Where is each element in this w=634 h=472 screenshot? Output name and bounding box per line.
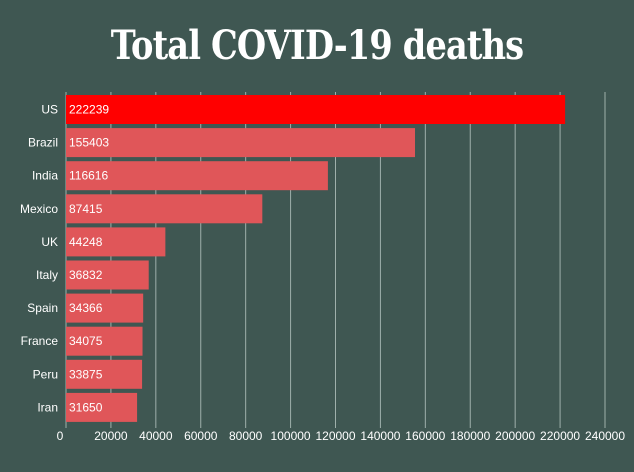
x-tick-label: 140000	[360, 429, 400, 443]
x-tick-label: 40000	[139, 429, 173, 443]
bar-peru	[66, 359, 143, 389]
category-label: Peru	[33, 367, 58, 381]
bar-us	[66, 95, 566, 124]
data-label: 34075	[69, 334, 103, 348]
bar-spain	[66, 293, 144, 323]
category-label: UK	[41, 235, 58, 249]
bar-italy	[66, 260, 149, 290]
data-label: 222239	[69, 103, 109, 117]
x-tick-label: 20000	[94, 429, 128, 443]
data-label: 87415	[69, 202, 103, 216]
data-label: 36832	[69, 268, 103, 282]
x-tick-label: 80000	[229, 429, 263, 443]
category-label: US	[41, 103, 58, 117]
data-label: 33875	[69, 367, 103, 381]
category-label: India	[32, 169, 58, 183]
x-tick-label: 220000	[540, 429, 580, 443]
data-label: 155403	[69, 136, 109, 150]
bar-iran	[66, 392, 138, 422]
data-label: 31650	[69, 400, 103, 414]
chart-title: Total COVID-19 deaths	[110, 22, 524, 69]
category-label: Brazil	[28, 136, 58, 150]
data-label: 44248	[69, 235, 103, 249]
x-tick-label: 200000	[495, 429, 535, 443]
x-tick-label: 0	[57, 429, 64, 443]
bar-mexico	[66, 194, 263, 224]
bar-france	[66, 326, 143, 356]
data-label: 34366	[69, 301, 103, 315]
x-tick-label: 180000	[450, 429, 490, 443]
bar-brazil	[66, 128, 416, 158]
data-label: 116616	[69, 169, 108, 183]
x-tick-label: 120000	[315, 429, 355, 443]
x-tick-label: 60000	[184, 429, 218, 443]
x-tick-label: 160000	[405, 429, 445, 443]
x-tick-label: 240000	[585, 429, 625, 443]
category-label: France	[21, 334, 59, 348]
category-label: Iran	[37, 400, 58, 414]
x-tick-label: 100000	[271, 429, 311, 443]
bar-india	[66, 161, 328, 191]
category-label: Italy	[36, 268, 58, 282]
category-label: Mexico	[20, 202, 58, 216]
bar-uk	[66, 227, 166, 257]
category-label: Spain	[27, 301, 58, 315]
